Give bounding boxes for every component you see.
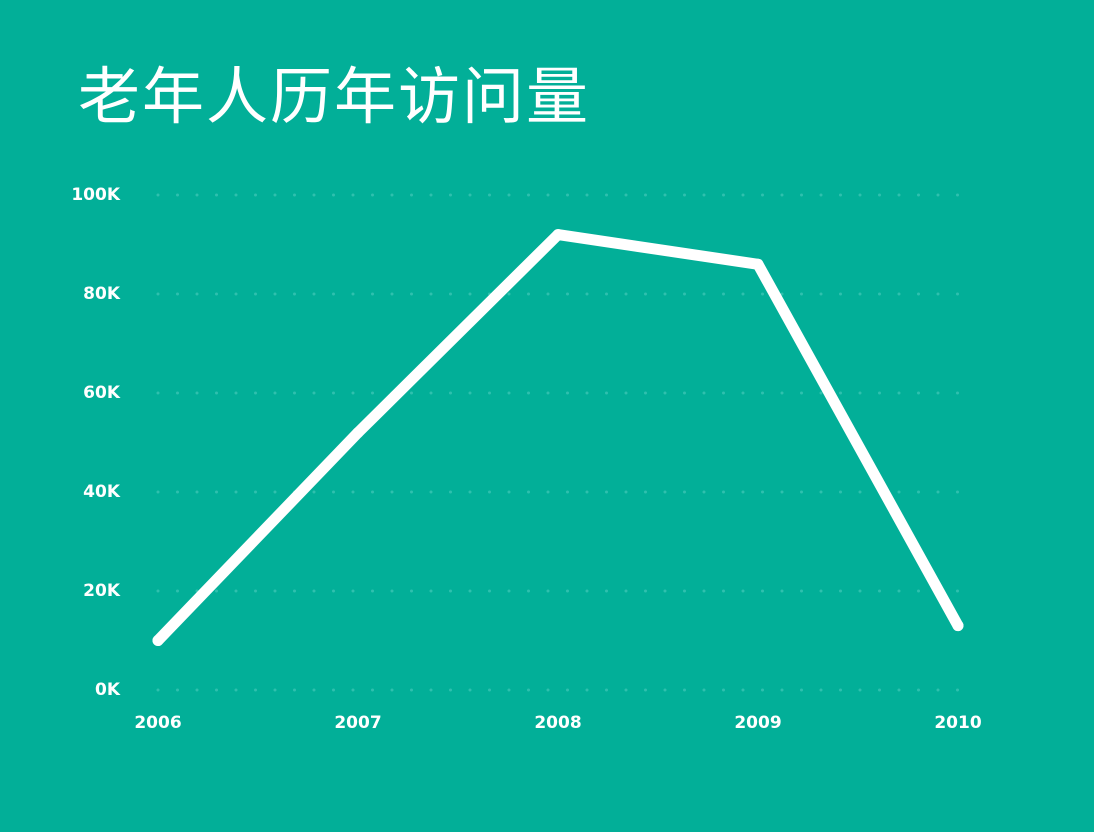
data-point	[152, 635, 164, 646]
y-tick-label: 60K	[83, 383, 121, 403]
y-tick-label: 40K	[83, 482, 121, 502]
x-tick-label: 2008	[534, 713, 581, 733]
y-tick-label: 80K	[83, 284, 121, 304]
data-point	[352, 427, 364, 439]
x-axis: 2006 2007 2008 2009 2010	[134, 713, 981, 733]
data-point	[752, 258, 764, 270]
y-tick-label: 100K	[71, 185, 120, 205]
y-axis: 0K 20K 40K 60K 80K 100K	[71, 185, 120, 700]
x-tick-label: 2010	[934, 713, 981, 733]
data-point	[552, 229, 564, 241]
x-tick-label: 2009	[734, 713, 781, 733]
gridlines	[156, 193, 960, 692]
series-line	[152, 229, 964, 646]
series	[152, 229, 964, 646]
data-point	[952, 620, 964, 632]
x-tick-label: 2007	[334, 713, 381, 733]
y-tick-label: 20K	[83, 581, 121, 601]
y-tick-label: 0K	[95, 680, 121, 700]
x-tick-label: 2006	[134, 713, 181, 733]
chart-title: 老年人历年访问量	[78, 60, 591, 133]
